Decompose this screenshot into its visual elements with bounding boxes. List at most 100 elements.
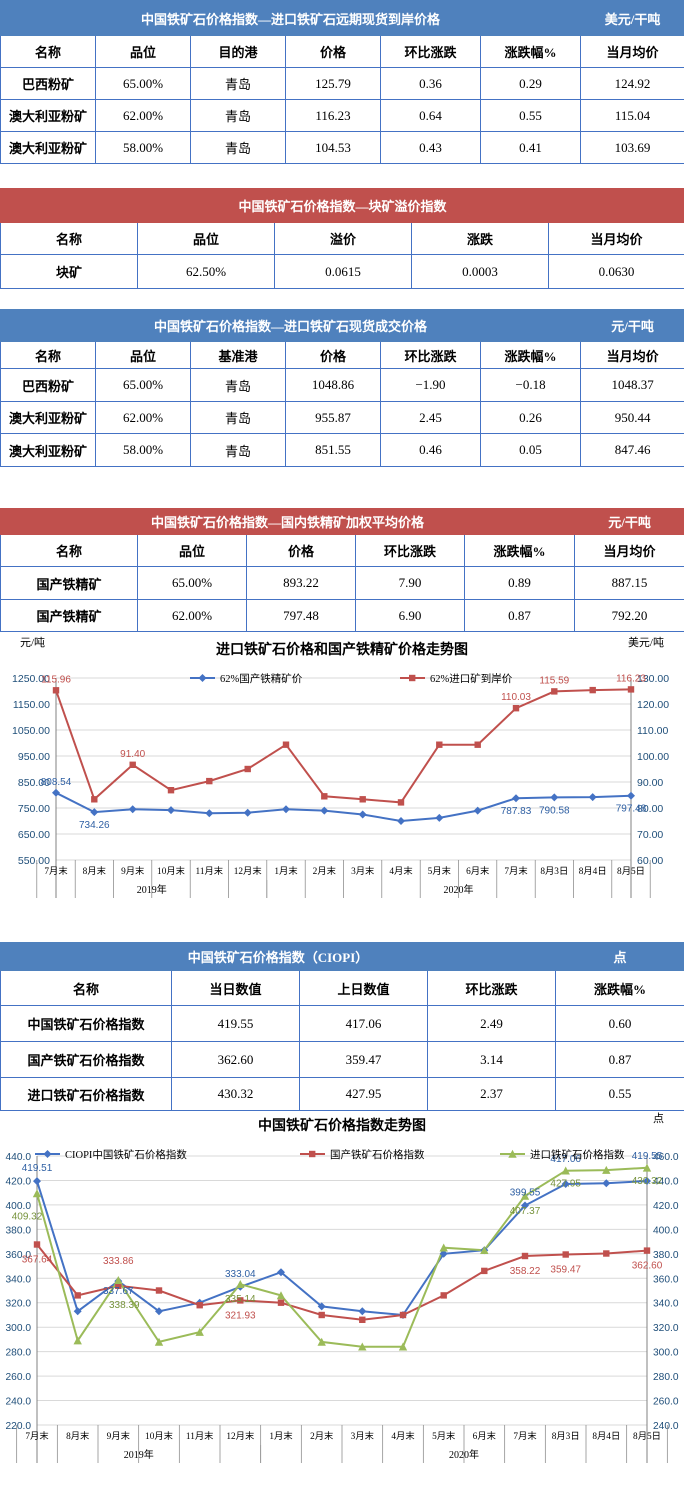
svg-text:12月末: 12月末 — [226, 1430, 254, 1442]
svg-text:4月末: 4月末 — [389, 865, 412, 877]
svg-text:427.95: 427.95 — [550, 1179, 581, 1190]
svg-text:550.00: 550.00 — [18, 855, 50, 867]
svg-text:399.55: 399.55 — [510, 1188, 541, 1199]
svg-text:CIOPI中国铁矿石价格指数: CIOPI中国铁矿石价格指数 — [65, 1148, 187, 1161]
svg-text:419.55: 419.55 — [632, 1151, 663, 1162]
svg-text:9月末: 9月末 — [121, 865, 144, 877]
svg-text:9月末: 9月末 — [107, 1430, 130, 1442]
svg-text:115.96: 115.96 — [41, 674, 71, 685]
svg-text:240.0: 240.0 — [6, 1397, 32, 1408]
svg-text:734.26: 734.26 — [79, 820, 110, 831]
svg-text:120.00: 120.00 — [637, 699, 669, 711]
svg-text:333.04: 333.04 — [225, 1269, 256, 1280]
svg-text:70.00: 70.00 — [637, 829, 663, 841]
svg-text:338.39: 338.39 — [109, 1300, 140, 1311]
svg-text:280.0: 280.0 — [653, 1372, 679, 1383]
svg-text:260.0: 260.0 — [6, 1372, 32, 1383]
svg-text:10月末: 10月末 — [157, 865, 185, 877]
svg-text:380.0: 380.0 — [6, 1225, 32, 1236]
svg-text:116.23: 116.23 — [616, 673, 646, 684]
svg-text:10月末: 10月末 — [145, 1430, 173, 1442]
svg-text:790.58: 790.58 — [539, 805, 570, 816]
svg-text:320.0: 320.0 — [653, 1323, 679, 1334]
svg-text:650.00: 650.00 — [18, 829, 50, 841]
svg-text:300.0: 300.0 — [653, 1348, 679, 1359]
svg-text:8月5日: 8月5日 — [633, 1431, 661, 1442]
svg-text:3月末: 3月末 — [351, 865, 374, 877]
svg-text:美元/吨: 美元/吨 — [628, 636, 664, 649]
svg-text:8月5日: 8月5日 — [617, 866, 645, 877]
svg-text:409.32: 409.32 — [12, 1212, 43, 1223]
svg-text:3月末: 3月末 — [351, 1430, 374, 1442]
svg-text:8月末: 8月末 — [66, 1430, 89, 1442]
svg-text:337.67: 337.67 — [103, 1286, 134, 1297]
svg-text:7月末: 7月末 — [25, 1430, 48, 1442]
svg-text:点: 点 — [653, 1112, 664, 1125]
svg-text:320.0: 320.0 — [6, 1299, 32, 1310]
svg-text:362.60: 362.60 — [632, 1261, 663, 1272]
svg-text:1150.00: 1150.00 — [13, 699, 50, 711]
svg-text:420.0: 420.0 — [6, 1177, 32, 1188]
svg-text:8月3日: 8月3日 — [540, 866, 568, 877]
svg-text:8月3日: 8月3日 — [552, 1431, 580, 1442]
svg-text:750.00: 750.00 — [18, 803, 50, 815]
svg-text:110.03: 110.03 — [501, 692, 531, 703]
svg-text:62%进口矿到岸价: 62%进口矿到岸价 — [430, 672, 513, 685]
svg-text:6月末: 6月末 — [473, 1430, 496, 1442]
svg-text:1月末: 1月末 — [269, 1430, 292, 1442]
svg-text:240.0: 240.0 — [653, 1421, 679, 1432]
svg-text:11月末: 11月末 — [186, 1430, 214, 1442]
svg-text:100.00: 100.00 — [637, 751, 669, 763]
svg-text:340.0: 340.0 — [653, 1299, 679, 1310]
svg-text:260.0: 260.0 — [653, 1397, 679, 1408]
svg-text:2019年: 2019年 — [124, 1448, 154, 1461]
svg-text:91.40: 91.40 — [120, 749, 145, 760]
svg-text:808.54: 808.54 — [41, 777, 72, 788]
svg-text:2020年: 2020年 — [444, 883, 474, 896]
svg-text:430.32: 430.32 — [632, 1176, 663, 1187]
svg-text:321.93: 321.93 — [225, 1310, 256, 1321]
svg-text:6月末: 6月末 — [466, 865, 489, 877]
svg-text:358.22: 358.22 — [510, 1266, 541, 1277]
svg-text:400.0: 400.0 — [6, 1201, 32, 1212]
svg-text:950.00: 950.00 — [18, 751, 50, 763]
svg-text:335.14: 335.14 — [225, 1294, 256, 1305]
svg-text:419.51: 419.51 — [22, 1163, 53, 1174]
svg-text:62%国产铁精矿价: 62%国产铁精矿价 — [220, 672, 303, 685]
svg-text:1月末: 1月末 — [274, 865, 297, 877]
svg-text:400.0: 400.0 — [653, 1225, 679, 1236]
svg-text:国产铁矿石价格指数: 国产铁矿石价格指数 — [330, 1148, 425, 1161]
svg-text:进口铁矿石价格指数: 进口铁矿石价格指数 — [530, 1148, 625, 1161]
svg-text:中国铁矿石价格指数走势图: 中国铁矿石价格指数走势图 — [258, 1117, 426, 1134]
svg-text:110.00: 110.00 — [637, 725, 668, 737]
svg-text:元/吨: 元/吨 — [20, 636, 45, 649]
svg-text:407.37: 407.37 — [510, 1206, 541, 1217]
svg-text:220.0: 220.0 — [6, 1421, 32, 1432]
svg-text:440.0: 440.0 — [6, 1152, 32, 1163]
svg-text:367.64: 367.64 — [22, 1255, 53, 1266]
svg-text:11月末: 11月末 — [196, 865, 224, 877]
svg-text:2019年: 2019年 — [137, 883, 167, 896]
svg-text:797.48: 797.48 — [616, 804, 647, 815]
svg-text:380.0: 380.0 — [653, 1250, 679, 1261]
svg-text:340.0: 340.0 — [6, 1274, 32, 1285]
svg-text:359.47: 359.47 — [550, 1265, 581, 1276]
svg-text:7月末: 7月末 — [513, 1430, 536, 1442]
svg-text:5月末: 5月末 — [428, 865, 451, 877]
svg-text:2020年: 2020年 — [449, 1448, 479, 1461]
svg-text:7月末: 7月末 — [44, 865, 67, 877]
svg-text:8月末: 8月末 — [83, 865, 106, 877]
svg-text:280.0: 280.0 — [6, 1348, 32, 1359]
svg-text:333.86: 333.86 — [103, 1256, 134, 1267]
svg-text:1050.00: 1050.00 — [12, 725, 50, 737]
svg-text:进口铁矿石价格和国产铁精矿价格走势图: 进口铁矿石价格和国产铁精矿价格走势图 — [216, 641, 468, 658]
svg-text:90.00: 90.00 — [637, 777, 663, 789]
svg-text:7月末: 7月末 — [504, 865, 527, 877]
svg-text:2月末: 2月末 — [310, 1430, 333, 1442]
svg-text:8月4日: 8月4日 — [579, 866, 607, 877]
svg-text:4月末: 4月末 — [391, 1430, 414, 1442]
svg-text:360.0: 360.0 — [653, 1274, 679, 1285]
svg-text:2月末: 2月末 — [313, 865, 336, 877]
svg-text:8月4日: 8月4日 — [592, 1431, 620, 1442]
svg-text:115.59: 115.59 — [539, 675, 569, 686]
